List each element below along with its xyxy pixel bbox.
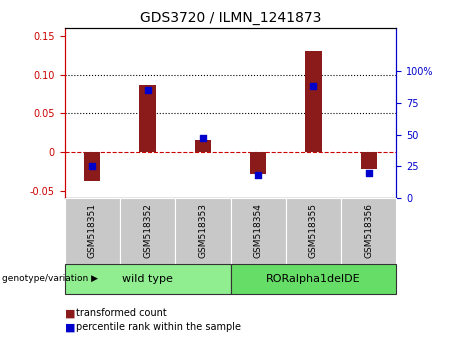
Point — [254, 172, 262, 178]
Text: RORalpha1delDE: RORalpha1delDE — [266, 274, 361, 284]
Bar — [361, 152, 377, 169]
Text: transformed count: transformed count — [76, 308, 167, 318]
Text: genotype/variation ▶: genotype/variation ▶ — [2, 274, 98, 283]
Text: ■: ■ — [65, 322, 75, 332]
Bar — [195, 140, 211, 152]
Point — [365, 170, 372, 176]
Point — [144, 87, 151, 93]
Text: GSM518356: GSM518356 — [364, 204, 373, 258]
Text: GSM518353: GSM518353 — [198, 204, 207, 258]
Text: wild type: wild type — [122, 274, 173, 284]
Text: GSM518351: GSM518351 — [88, 204, 97, 258]
Text: GSM518352: GSM518352 — [143, 204, 152, 258]
Title: GDS3720 / ILMN_1241873: GDS3720 / ILMN_1241873 — [140, 11, 321, 24]
Text: ■: ■ — [65, 308, 75, 318]
Bar — [250, 152, 266, 173]
Point — [89, 164, 96, 169]
Point — [199, 136, 207, 141]
Point — [310, 83, 317, 89]
Bar — [305, 51, 322, 152]
Bar — [139, 85, 156, 152]
Text: percentile rank within the sample: percentile rank within the sample — [76, 322, 241, 332]
Text: GSM518355: GSM518355 — [309, 204, 318, 258]
Text: GSM518354: GSM518354 — [254, 204, 263, 258]
Bar — [84, 152, 100, 181]
